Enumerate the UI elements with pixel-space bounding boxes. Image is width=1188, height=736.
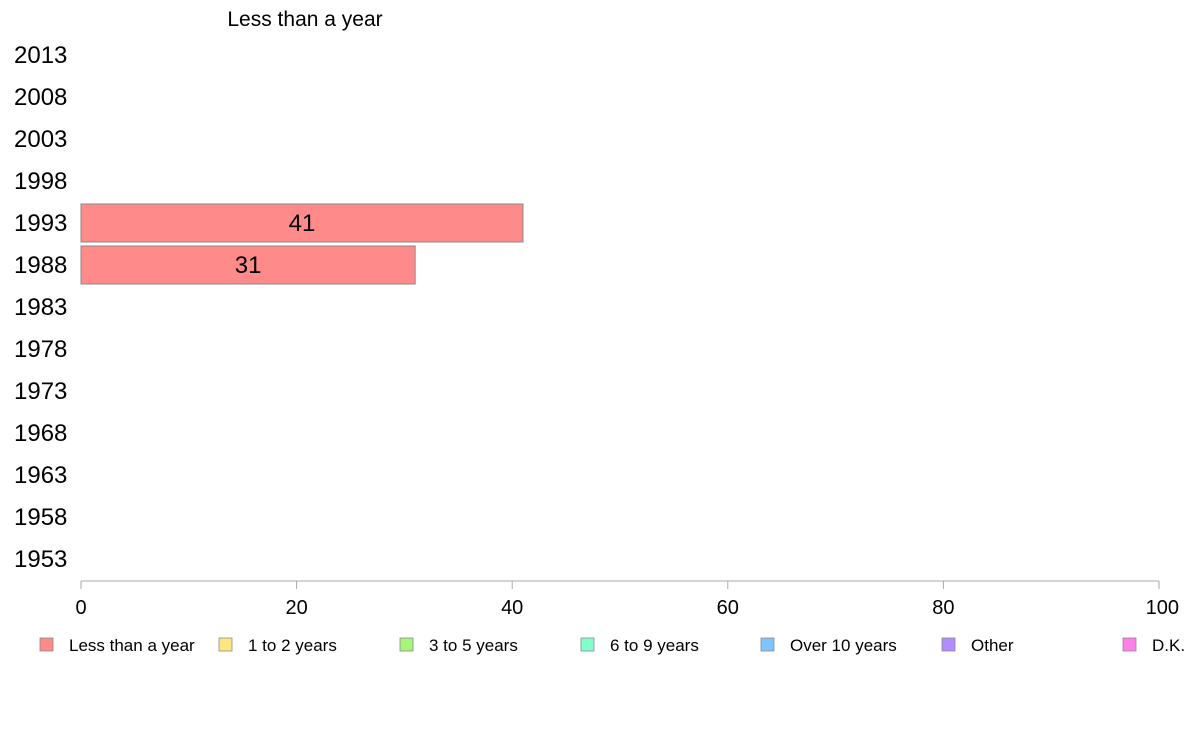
bar [80,203,524,243]
legend-swatch [580,637,595,652]
legend-swatch [39,637,54,652]
chart-title: Less than a year [227,8,382,31]
category-labels: 2013 2008 2003 1998 1993 1988 1983 1978 1973 1968… [14,42,67,573]
legend-swatch [218,637,233,652]
category-label: 2008 [14,84,67,111]
legend-swatch [760,637,775,652]
x-tick-label: 0 [75,597,86,619]
legend-item: 6 to 9 years [580,636,699,655]
legend-item: 1 to 2 years [218,636,337,655]
category-label: 1993 [14,210,67,237]
legend-label: Other [971,636,1014,655]
x-tick-label: 20 [285,597,307,619]
legend-swatch [1122,637,1137,652]
legend-item: 3 to 5 years [399,636,518,655]
bar [80,245,416,285]
category-label: 1958 [14,504,67,531]
category-label: 2003 [14,126,67,153]
category-label: 1998 [14,168,67,195]
legend-swatch [941,637,956,652]
legend-label: D.K. [1152,636,1185,655]
x-axis: 0 20 40 60 80 100 [75,580,1179,619]
legend: Less than a year 1 to 2 years 3 to 5 years… [39,636,1185,655]
x-tick-label: 40 [501,597,523,619]
category-label: 1968 [14,420,67,447]
legend-label: Less than a year [69,636,195,655]
legend-label: 3 to 5 years [429,636,518,655]
x-tick-label: 60 [717,597,739,619]
category-label: 2013 [14,42,67,69]
legend-swatch [399,637,414,652]
category-label: 1973 [14,378,67,405]
bars-group: 41 31 [80,203,524,285]
legend-item: D.K. [1122,636,1185,655]
category-label: 1963 [14,462,67,489]
category-label: 1988 [14,252,67,279]
category-label: 1953 [14,546,67,573]
legend-item: Over 10 years [760,636,897,655]
legend-label: Over 10 years [790,636,897,655]
data-label: 31 [235,252,262,279]
legend-label: 1 to 2 years [248,636,337,655]
x-tick-label: 100 [1146,597,1179,619]
x-tick-label: 80 [932,597,954,619]
data-label: 41 [289,210,316,237]
legend-item: Less than a year [39,636,195,655]
legend-label: 6 to 9 years [610,636,699,655]
category-label: 1983 [14,294,67,321]
legend-item: Other [941,636,1014,655]
category-label: 1978 [14,336,67,363]
